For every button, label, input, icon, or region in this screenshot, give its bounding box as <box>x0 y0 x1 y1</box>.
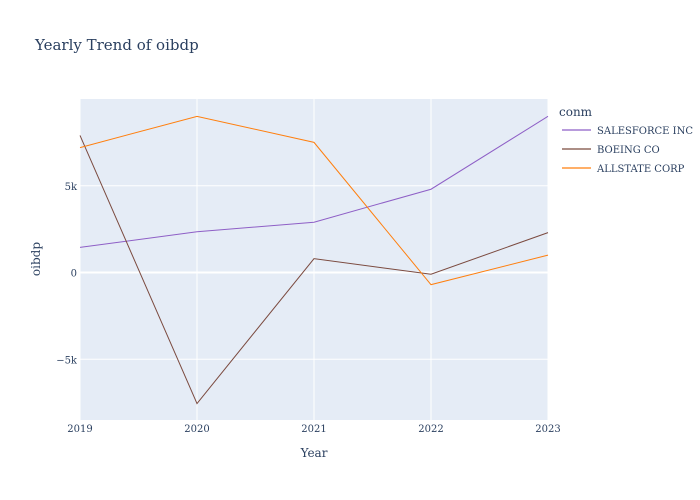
x-axis-ticks: 2019 2020 2021 2022 2023 <box>67 424 560 435</box>
series-line-0[interactable] <box>79 115 549 248</box>
y-axis-title: oibdp <box>29 242 43 276</box>
legend-item-label[interactable]: ALLSTATE CORP <box>596 164 685 175</box>
grid <box>79 99 549 420</box>
legend-item-label[interactable]: SALESFORCE INC <box>597 126 693 137</box>
chart-title: Yearly Trend of oibdp <box>34 36 199 54</box>
x-tick-label: 2023 <box>535 424 560 435</box>
x-tick-label: 2019 <box>67 424 92 435</box>
x-tick-label: 2022 <box>418 424 443 435</box>
legend-title: conm <box>559 105 593 119</box>
y-tick-label: 5k <box>65 182 78 193</box>
y-tick-label: 0 <box>71 269 77 280</box>
series-line-2[interactable] <box>79 115 549 286</box>
legend-item-label[interactable]: BOEING CO <box>597 145 660 156</box>
legend[interactable]: conm SALESFORCE INC BOEING CO ALLSTATE COR… <box>559 105 693 175</box>
series-group <box>79 115 549 405</box>
x-axis-title: Year <box>300 446 328 460</box>
y-axis-ticks: −5k 0 5k <box>56 182 78 367</box>
x-tick-label: 2020 <box>184 424 209 435</box>
x-tick-label: 2021 <box>301 424 326 435</box>
y-tick-label: −5k <box>56 355 78 366</box>
series-line-1[interactable] <box>79 135 549 405</box>
